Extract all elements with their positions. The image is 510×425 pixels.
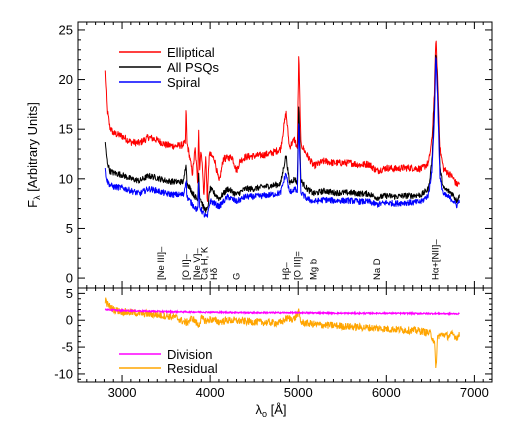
spectral-line-label: Hβ– <box>281 262 292 280</box>
top-legend: Elliptical All PSQs Spiral <box>119 45 220 90</box>
legend-label-spiral: Spiral <box>167 75 200 90</box>
series-line-spiral <box>104 57 460 218</box>
spectral-line-label: Hα+[NII]– <box>431 239 442 280</box>
top-panel-line-labels: [Ne III]– [O II]– [Ne V]–Ca H, KHδ G Hβ– [O I… <box>156 239 442 280</box>
legend-label-division: Division <box>167 347 213 362</box>
bottom-y-tick-label: -5 <box>61 340 73 355</box>
x-axis-title-rest: [Å] <box>267 402 287 417</box>
legend-label-elliptical: Elliptical <box>167 45 215 60</box>
top-y-tick-label: 20 <box>59 72 73 87</box>
bottom-panel-plot <box>104 297 460 369</box>
x-axis-title-main: λ <box>255 402 262 417</box>
y-axis-title-main: F <box>25 200 40 208</box>
series-line-all-psqs <box>104 54 460 213</box>
top-y-tick-label: 15 <box>59 122 73 137</box>
series-line-residual <box>104 297 460 369</box>
series-line-division <box>104 307 460 317</box>
x-axis-title: λo [Å] <box>255 402 286 419</box>
y-axis-title-rest: [Arbitrary Units] <box>25 102 40 195</box>
top-y-tick-label: 25 <box>59 22 73 37</box>
spectral-line-label: Na D <box>372 258 383 280</box>
top-panel-plot <box>104 40 460 218</box>
spectral-line-label: [Ne III]– <box>156 246 167 280</box>
spectral-line-label: Mg b <box>309 259 320 280</box>
bottom-y-tick-label: 0 <box>66 313 73 328</box>
legend-label-residual: Residual <box>167 361 218 376</box>
x-tick-label: 6000 <box>372 385 401 400</box>
spectral-line-label: [O III]= <box>292 251 303 280</box>
bottom-panel-axes: -10 -5 0 5 3000 4000 5000 6000 7000 <box>54 286 493 400</box>
y-axis-title-sub: λ <box>32 195 42 200</box>
bottom-y-tick-label: -10 <box>54 366 73 381</box>
spectral-line-label: [O II]– <box>181 253 192 280</box>
top-y-tick-label: 5 <box>66 221 73 236</box>
top-y-tick-label: 10 <box>59 171 73 186</box>
spectral-line-label: [Ne V]– <box>192 248 203 280</box>
y-axis-title: Fλ [Arbitrary Units] <box>25 102 42 208</box>
x-tick-label: 7000 <box>460 385 489 400</box>
spectral-line-label: G <box>232 273 243 280</box>
x-tick-label: 4000 <box>196 385 225 400</box>
x-tick-label: 5000 <box>284 385 313 400</box>
bottom-y-tick-label: 5 <box>66 286 73 301</box>
x-axis-title-sub: o <box>262 409 267 419</box>
bottom-legend: Division Residual <box>119 347 218 376</box>
spectral-line-label: Ca H, K <box>199 246 210 280</box>
x-tick-label: 3000 <box>108 385 137 400</box>
top-y-tick-label: 0 <box>66 271 73 286</box>
legend-label-all-psqs: All PSQs <box>167 60 220 75</box>
bottom-panel-frame <box>77 287 493 383</box>
series-line-elliptical <box>104 40 460 202</box>
spectral-line-label: Hδ <box>209 268 220 280</box>
